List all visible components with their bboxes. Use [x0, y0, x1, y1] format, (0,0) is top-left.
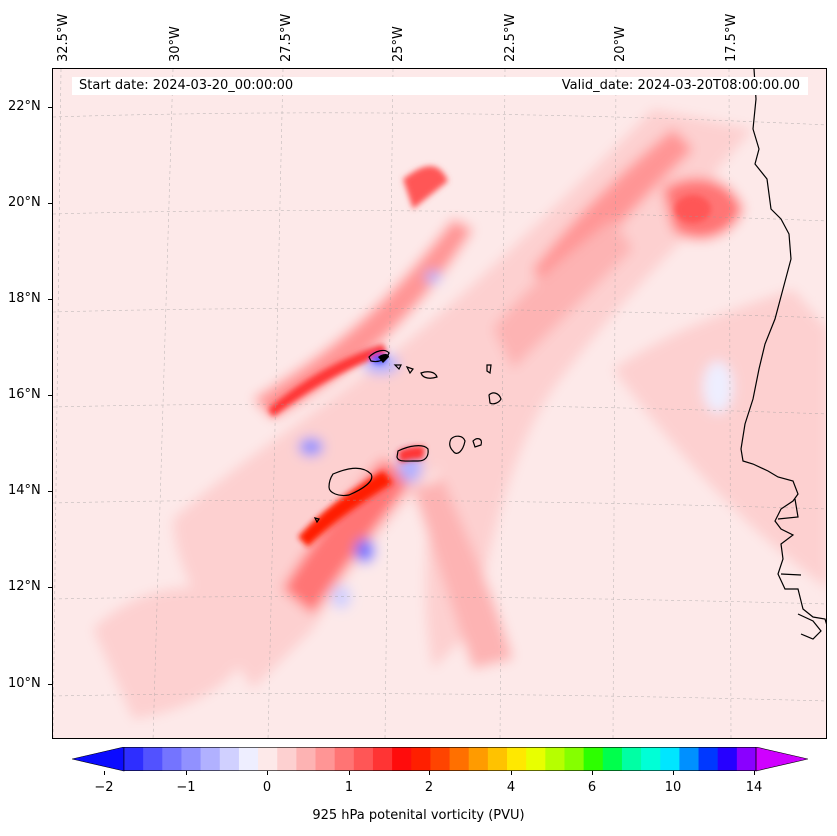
- latitude-tick: [48, 587, 52, 588]
- colorbar-swatch: [353, 747, 374, 771]
- colorbar-swatch: [334, 747, 355, 771]
- colorbar-swatch: [143, 747, 163, 771]
- colorbar-swatch: [641, 747, 661, 771]
- longitude-label: 25°W: [391, 26, 406, 62]
- colorbar-swatch: [411, 747, 431, 771]
- colorbar-swatch: [238, 747, 259, 771]
- coastline: [313, 69, 826, 640]
- colorbar-swatch: [124, 747, 144, 771]
- colorbar-tick: [186, 771, 187, 775]
- pv-strong-bands: [268, 166, 711, 547]
- colorbar-swatch: [717, 747, 738, 771]
- colorbar-tick: [511, 771, 512, 775]
- colorbar-tick-label: 6: [587, 780, 597, 795]
- colorbar-tick: [754, 771, 755, 775]
- colorbar-swatch: [258, 747, 278, 771]
- latitude-tick: [48, 299, 52, 300]
- colorbar-swatch: [296, 747, 317, 771]
- colorbar-swatch: [277, 747, 297, 771]
- colorbar-swatch: [526, 747, 546, 771]
- colorbar-swatch: [449, 747, 470, 771]
- pv-contour-fills: [53, 69, 826, 738]
- colorbar-tick-label: 0: [262, 780, 272, 795]
- colorbar-tick-label: −1: [176, 780, 196, 795]
- colorbar-tick: [267, 771, 268, 775]
- colorbar-swatch: [162, 747, 182, 771]
- colorbar-swatch: [181, 747, 202, 771]
- gridlines: [53, 69, 826, 738]
- longitude-label: 30°W: [168, 26, 183, 62]
- latitude-tick: [48, 203, 52, 204]
- latitude-label: 22°N: [8, 99, 41, 114]
- colorbar-swatch: [372, 747, 393, 771]
- latitude-tick: [48, 107, 52, 108]
- latitude-label: 16°N: [8, 387, 41, 402]
- colorbar-label: 925 hPa potenital vorticity (PVU): [312, 808, 525, 823]
- colorbar-tick-label: 14: [745, 780, 763, 795]
- map-panel: [52, 68, 827, 739]
- colorbar-swatch: [564, 747, 585, 771]
- colorbar-swatch: [545, 747, 565, 771]
- colorbar-swatch: [200, 747, 221, 771]
- longitude-label: 20°W: [613, 26, 628, 62]
- colorbar-outline: [123, 747, 757, 771]
- colorbar-tick-label: −2: [94, 780, 114, 795]
- colorbar-swatch: [315, 747, 336, 771]
- colorbar-swatch: [392, 747, 412, 771]
- colorbar-tick-label: 1: [344, 780, 354, 795]
- colorbar-swatch: [487, 747, 508, 771]
- colorbar-swatch: [468, 747, 489, 771]
- latitude-tick: [48, 491, 52, 492]
- latitude-label: 10°N: [8, 676, 41, 691]
- colorbar-tick: [349, 771, 350, 775]
- pv-field-map: [53, 69, 826, 738]
- latitude-label: 14°N: [8, 483, 41, 498]
- colorbar-swatch: [736, 747, 757, 771]
- colorbar-swatch: [219, 747, 240, 771]
- colorbar-tick-label: 4: [506, 780, 516, 795]
- colorbar-tick: [429, 771, 430, 775]
- colorbar-tick: [104, 771, 105, 775]
- valid-date-text: Valid_date: 2024-03-20T08:00:00.00: [561, 78, 800, 93]
- colorbar-extend-low: [72, 747, 125, 772]
- colorbar-swatch: [660, 747, 680, 771]
- start-date-text: Start date: 2024-03-20_00:00:00: [79, 78, 294, 93]
- colorbar: [72, 747, 808, 772]
- latitude-label: 18°N: [8, 291, 41, 306]
- latitude-tick: [48, 684, 52, 685]
- colorbar-swatch: [698, 747, 719, 771]
- colorbar-extend-high: [755, 747, 808, 772]
- colorbar-swatch: [621, 747, 642, 771]
- colorbar-swatch: [602, 747, 623, 771]
- latitude-tick: [48, 395, 52, 396]
- colorbar-tick: [592, 771, 593, 775]
- colorbar-swatch: [679, 747, 700, 771]
- colorbar-tick: [673, 771, 674, 775]
- colorbar-swatch: [583, 747, 604, 771]
- date-info-bar: Start date: 2024-03-20_00:00:00 Valid_da…: [72, 77, 808, 95]
- longitude-label: 22.5°W: [503, 13, 518, 62]
- longitude-label: 17.5°W: [724, 13, 739, 62]
- colorbar-swatch: [430, 747, 451, 771]
- colorbar-tick-label: 10: [664, 780, 682, 795]
- colorbar-swatch: [507, 747, 527, 771]
- island-highlight: [378, 354, 389, 363]
- longitude-label: 32.5°W: [56, 13, 71, 62]
- longitude-label: 27.5°W: [279, 13, 294, 62]
- latitude-label: 12°N: [8, 579, 41, 594]
- latitude-label: 20°N: [8, 195, 41, 210]
- colorbar-tick-label: 2: [424, 780, 434, 795]
